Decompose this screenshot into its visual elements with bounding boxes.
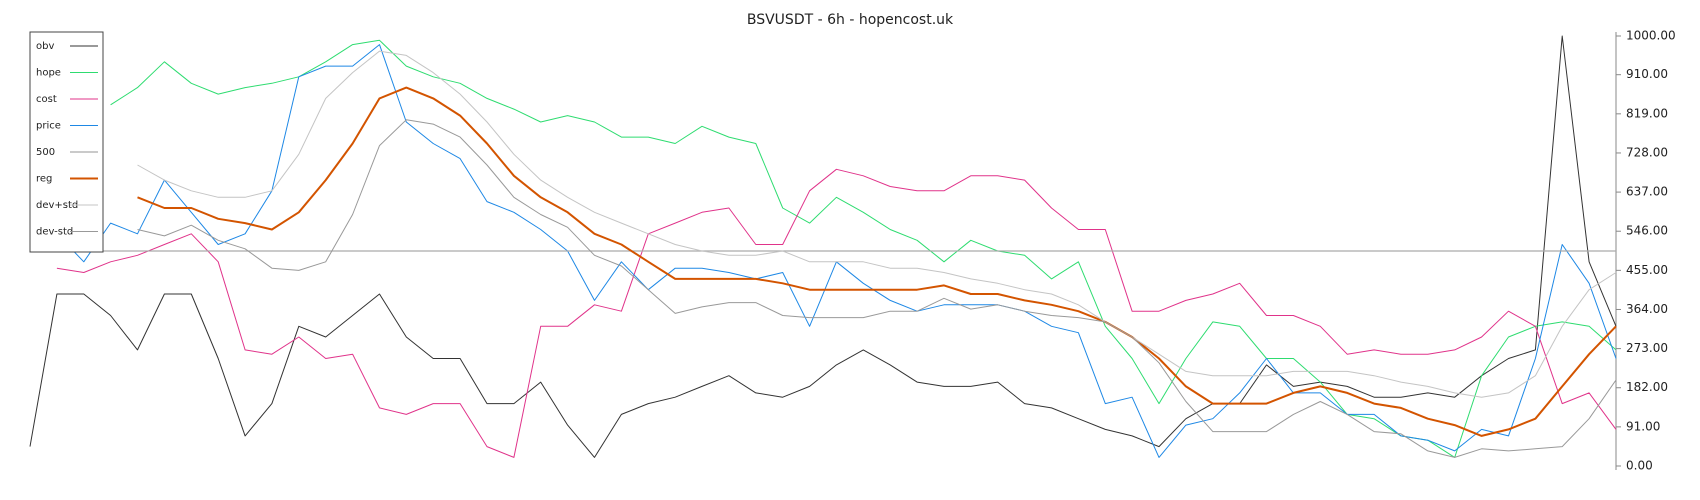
series-line	[56, 168, 1617, 458]
legend-label: price	[36, 121, 61, 132]
legend-label: dev+std	[36, 200, 78, 211]
y-tick-label: 1000.00	[1626, 29, 1676, 43]
legend-label: 500	[36, 147, 55, 158]
y-tick-label: 637.00	[1626, 185, 1668, 199]
series-line	[137, 119, 1617, 458]
y-tick-label: 0.00	[1626, 459, 1653, 473]
legend: obv hope cost price 500 reg dev+std dev-std	[29, 31, 104, 253]
y-tick-label: 546.00	[1626, 224, 1668, 238]
y-tick-label: 455.00	[1626, 263, 1668, 277]
legend-label: obv	[36, 41, 54, 52]
legend-label: hope	[36, 68, 61, 79]
series-line	[29, 35, 1617, 458]
y-tick-label: 273.00	[1626, 341, 1668, 355]
legend-label: dev-std	[36, 227, 73, 238]
y-tick-label: 91.00	[1626, 419, 1660, 433]
chart-title: BSVUSDT - 6h - hopencost.uk	[747, 12, 954, 28]
series-line	[137, 50, 1617, 398]
series-line	[137, 86, 1617, 437]
legend-box	[29, 31, 104, 253]
y-tick-label: 182.00	[1626, 380, 1668, 394]
legend-label: reg	[36, 174, 52, 185]
y-tick-label: 364.00	[1626, 302, 1668, 316]
legend-label: cost	[36, 94, 57, 105]
y-tick-label: 728.00	[1626, 145, 1668, 159]
y-tick-label: 910.00	[1626, 67, 1668, 81]
y-tick-label: 819.00	[1626, 106, 1668, 120]
series-line	[110, 39, 1617, 458]
